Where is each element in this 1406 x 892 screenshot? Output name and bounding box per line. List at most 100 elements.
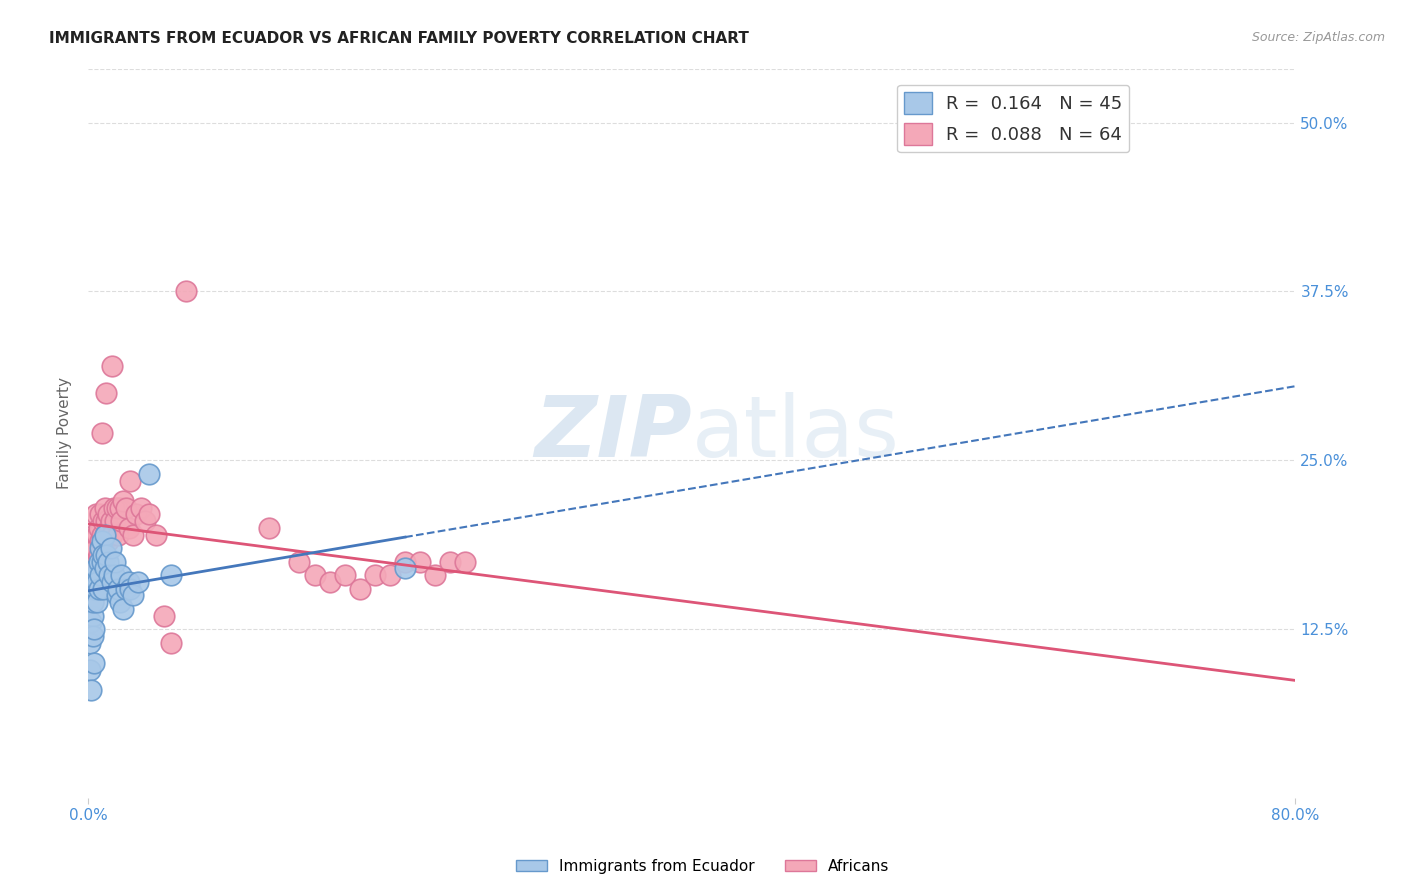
Point [82,595,104,609]
Point [83,656,105,670]
Point [288,555,311,569]
Point [122,589,145,603]
Point [82,595,104,609]
Point [115,500,138,515]
Point [91,548,114,562]
Point [378,568,401,582]
Point [160,636,183,650]
Point [94,527,117,541]
Point [111,602,134,616]
Point [83,622,105,636]
Point [80,683,103,698]
Point [134,514,156,528]
Point [86,595,108,609]
Point [101,527,124,541]
Point [364,568,387,582]
Point [100,541,122,555]
Point [125,508,148,522]
Text: Source: ZipAtlas.com: Source: ZipAtlas.com [1251,31,1385,45]
Point [90,426,112,441]
Point [82,629,104,643]
Point [87,582,110,596]
Point [80,568,103,582]
Point [89,541,111,555]
Point [108,500,131,515]
Point [79,636,101,650]
Point [87,521,110,535]
Point [90,534,112,549]
Point [138,508,160,522]
Point [91,582,114,596]
Point [91,514,114,528]
Point [84,568,107,582]
Point [98,521,121,535]
Point [83,582,105,596]
Point [97,534,120,549]
Point [94,561,117,575]
Point [103,568,125,582]
Point [110,514,132,528]
Point [96,514,118,528]
Point [107,527,129,541]
Point [129,500,152,515]
Point [97,555,120,569]
Point [89,534,111,549]
Point [84,508,107,522]
Point [257,521,280,535]
Point [318,574,340,589]
Point [439,555,461,569]
Point [94,500,117,515]
Point [82,568,104,582]
Legend: R =  0.164   N = 45, R =  0.088   N = 64: R = 0.164 N = 45, R = 0.088 N = 64 [897,85,1129,153]
Point [80,548,103,562]
Point [349,582,371,596]
Point [152,608,174,623]
Point [105,589,128,603]
Point [89,508,111,522]
Point [86,527,108,541]
Point [394,555,416,569]
Text: IMMIGRANTS FROM ECUADOR VS AFRICAN FAMILY POVERTY CORRELATION CHART: IMMIGRANTS FROM ECUADOR VS AFRICAN FAMIL… [49,31,749,46]
Point [101,359,124,373]
Point [145,527,167,541]
Point [79,555,101,569]
Point [409,555,432,569]
Text: atlas: atlas [692,392,900,475]
Point [394,561,416,575]
Point [127,574,149,589]
Point [83,527,105,541]
Point [111,493,134,508]
Point [115,582,138,596]
Point [425,568,447,582]
Point [174,285,197,299]
Point [90,555,112,569]
Point [79,582,101,596]
Point [96,385,118,400]
Point [87,555,110,569]
Point [101,574,124,589]
Legend: Immigrants from Ecuador, Africans: Immigrants from Ecuador, Africans [510,853,896,880]
Point [86,555,108,569]
Point [84,541,107,555]
Point [84,582,107,596]
Point [84,582,107,596]
Point [138,467,160,481]
Point [160,568,183,582]
Point [103,500,125,515]
Point [94,527,117,541]
Point [108,595,131,609]
Y-axis label: Family Poverty: Family Poverty [58,377,72,490]
Point [90,555,112,569]
Point [83,561,105,575]
Point [87,548,110,562]
Point [104,514,127,528]
Point [120,582,142,596]
Point [107,582,129,596]
Point [105,500,128,515]
Point [98,568,121,582]
Point [454,555,477,569]
Point [96,548,118,562]
Point [333,568,356,582]
Point [100,514,122,528]
Point [79,663,101,677]
